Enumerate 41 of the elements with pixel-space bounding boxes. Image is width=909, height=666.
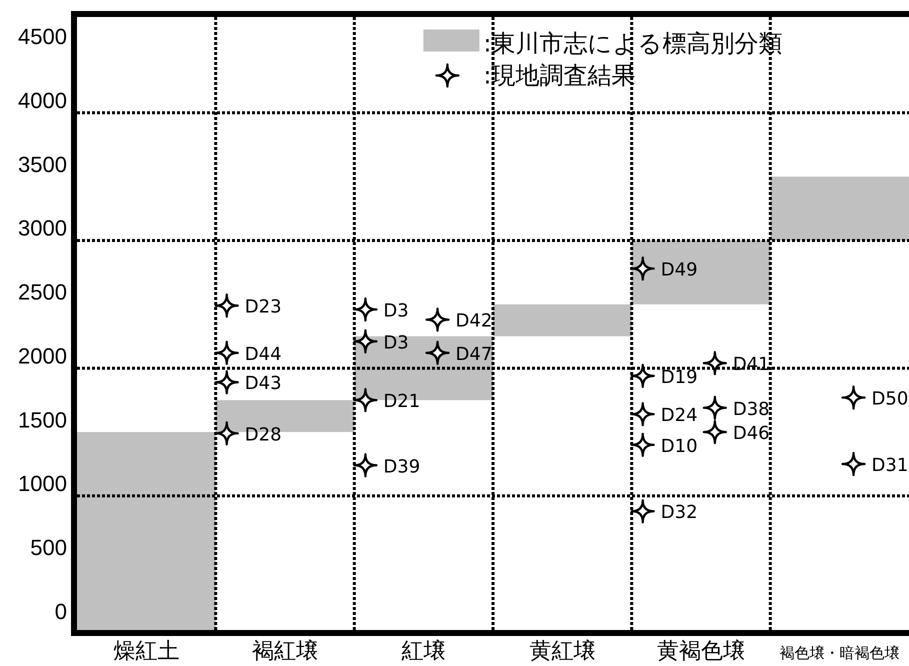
y-tick-label: 2000	[18, 343, 67, 368]
data-label: D46	[732, 423, 770, 444]
bar	[77, 432, 216, 630]
data-label: D10	[660, 436, 698, 457]
x-tick-label: 褐色壌・暗褐色壌	[780, 644, 900, 662]
x-tick-label: 黄褐色壌	[657, 639, 745, 664]
data-label: D32	[660, 502, 698, 524]
data-label: D28	[244, 424, 282, 446]
data-label: D23	[244, 296, 282, 318]
x-tick-label: 紅壌	[402, 639, 446, 664]
data-label: D43	[244, 373, 282, 394]
x-tick-label: 黄紅壌	[529, 639, 596, 664]
data-label: D38	[732, 398, 770, 420]
data-label: D24	[660, 405, 698, 426]
y-tick-label: 500	[30, 534, 67, 560]
y-tick-label: 3500	[18, 152, 67, 177]
legend-label: :現地調査結果	[483, 62, 636, 90]
data-label: D49	[660, 260, 698, 281]
data-label: D19	[660, 366, 698, 388]
data-label: D31	[872, 454, 908, 476]
data-label: D50	[872, 388, 908, 410]
y-tick-label: 3000	[18, 216, 67, 241]
data-label: D39	[383, 456, 420, 478]
y-tick-label: 4500	[18, 24, 67, 50]
data-label: D42	[456, 310, 492, 332]
data-label: D3	[383, 300, 409, 322]
data-label: D47	[456, 344, 492, 365]
y-tick-label: 0	[54, 598, 67, 624]
y-tick-label: 2500	[18, 280, 67, 305]
y-tick-label: 1000	[18, 471, 67, 496]
bar	[770, 176, 909, 240]
data-label: D44	[244, 344, 282, 365]
bar	[493, 304, 632, 336]
x-tick-label: 燥紅土	[113, 639, 180, 664]
legend-label: :東川市志による標高別分類	[483, 30, 782, 58]
bar	[632, 240, 770, 304]
y-tick-label: 1500	[18, 407, 67, 432]
data-label: D3	[383, 332, 409, 354]
y-tick-label: 4000	[18, 88, 67, 114]
data-label: D21	[383, 391, 420, 412]
x-tick-label: 褐紅壌	[252, 639, 318, 664]
